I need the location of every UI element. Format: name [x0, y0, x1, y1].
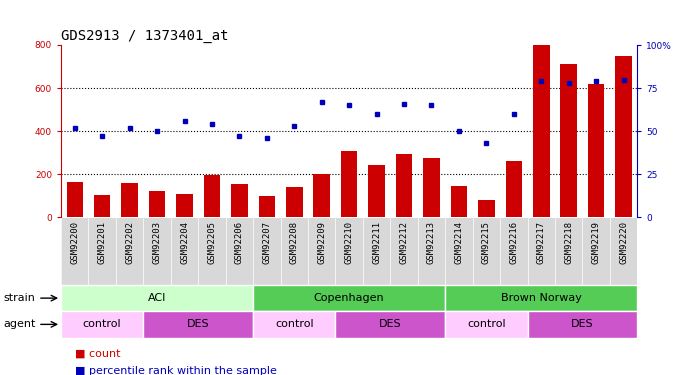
- Bar: [451, 186, 467, 218]
- Text: ■ count: ■ count: [75, 349, 120, 359]
- Text: GDS2913 / 1373401_at: GDS2913 / 1373401_at: [61, 28, 228, 43]
- Text: GSM92216: GSM92216: [509, 221, 518, 264]
- Text: GSM92209: GSM92209: [317, 221, 326, 264]
- Text: GSM92208: GSM92208: [290, 221, 299, 264]
- Bar: [423, 158, 440, 218]
- Bar: [61, 311, 143, 338]
- Bar: [253, 311, 336, 338]
- Text: control: control: [467, 320, 506, 329]
- Bar: [336, 311, 445, 338]
- Text: DES: DES: [187, 320, 210, 329]
- Text: GSM92217: GSM92217: [537, 221, 546, 264]
- Bar: [478, 200, 495, 217]
- Bar: [445, 311, 527, 338]
- Text: control: control: [275, 320, 314, 329]
- Bar: [253, 285, 445, 311]
- Text: GSM92212: GSM92212: [399, 221, 409, 264]
- Bar: [203, 175, 220, 217]
- Text: DES: DES: [379, 320, 401, 329]
- Bar: [616, 56, 632, 217]
- Text: Brown Norway: Brown Norway: [501, 293, 582, 303]
- Bar: [176, 194, 193, 217]
- Bar: [149, 191, 165, 217]
- Text: ACI: ACI: [148, 293, 166, 303]
- Bar: [61, 285, 253, 311]
- Bar: [368, 165, 385, 218]
- Bar: [561, 63, 577, 217]
- Text: GSM92200: GSM92200: [71, 221, 79, 264]
- Bar: [313, 174, 330, 217]
- Text: GSM92218: GSM92218: [564, 221, 573, 264]
- Text: ■ percentile rank within the sample: ■ percentile rank within the sample: [75, 366, 277, 375]
- Text: GSM92211: GSM92211: [372, 221, 381, 264]
- Bar: [341, 151, 357, 217]
- Bar: [527, 311, 637, 338]
- Bar: [94, 195, 111, 217]
- Bar: [445, 285, 637, 311]
- Bar: [121, 183, 138, 218]
- Text: strain: strain: [3, 293, 35, 303]
- Text: GSM92215: GSM92215: [482, 221, 491, 264]
- Bar: [231, 184, 247, 218]
- Bar: [533, 45, 549, 218]
- Text: agent: agent: [3, 320, 36, 329]
- Bar: [506, 160, 522, 218]
- Bar: [396, 154, 412, 218]
- Text: GSM92201: GSM92201: [98, 221, 106, 264]
- Text: GSM92210: GSM92210: [344, 221, 354, 264]
- Text: GSM92220: GSM92220: [619, 221, 628, 264]
- Text: GSM92213: GSM92213: [427, 221, 436, 264]
- Bar: [143, 311, 253, 338]
- Text: DES: DES: [571, 320, 594, 329]
- Text: GSM92205: GSM92205: [207, 221, 216, 264]
- Text: control: control: [83, 320, 121, 329]
- Bar: [286, 188, 302, 218]
- Bar: [588, 84, 604, 218]
- Text: GSM92214: GSM92214: [454, 221, 464, 264]
- Text: GSM92207: GSM92207: [262, 221, 271, 264]
- Text: GSM92204: GSM92204: [180, 221, 189, 264]
- Text: GSM92203: GSM92203: [153, 221, 161, 264]
- Text: GSM92202: GSM92202: [125, 221, 134, 264]
- Bar: [66, 182, 83, 218]
- Text: GSM92219: GSM92219: [592, 221, 601, 264]
- Bar: [258, 196, 275, 217]
- Text: Copenhagen: Copenhagen: [314, 293, 384, 303]
- Text: GSM92206: GSM92206: [235, 221, 244, 264]
